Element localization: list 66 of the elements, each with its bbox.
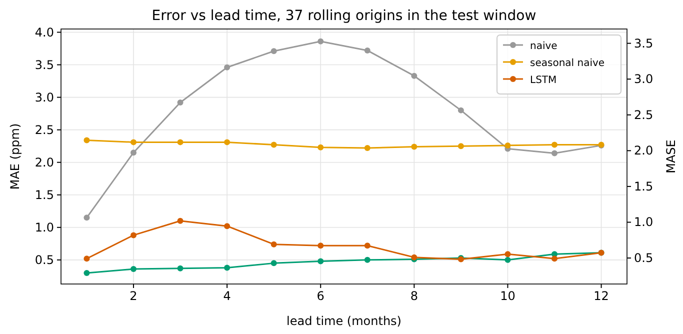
point: [224, 223, 230, 230]
y2-tick-label: 1.0: [634, 215, 654, 230]
point: [270, 260, 277, 266]
point: [364, 145, 370, 152]
point: [551, 150, 558, 156]
point: [270, 241, 277, 248]
y-tick-label: 1.5: [34, 188, 54, 202]
x-tick-label: 4: [223, 289, 231, 303]
y2-tick-label: 0.5: [634, 251, 654, 266]
y-tick-label: 4.0: [34, 25, 54, 40]
y-tick-label: 3.5: [34, 58, 54, 72]
y-tick-label: 0.5: [34, 252, 54, 267]
x-tick-label: 2: [130, 289, 138, 303]
x-axis-title: lead time (months): [286, 314, 402, 328]
point: [318, 38, 324, 44]
point: [130, 232, 137, 238]
point: [270, 142, 277, 148]
point: [504, 142, 511, 148]
point: [177, 139, 184, 146]
y2-tick-label: 2.5: [634, 108, 654, 122]
point: [224, 64, 230, 70]
point: [504, 251, 511, 258]
y2-tick-label: 3.0: [634, 72, 654, 86]
x-tick-label: 10: [500, 289, 516, 303]
x-tick-label: 8: [410, 289, 418, 303]
y-tick-label: 1.0: [34, 220, 54, 234]
y-tick-label: 3.0: [34, 90, 54, 104]
point: [364, 47, 370, 54]
point: [551, 142, 558, 148]
point: [411, 72, 418, 79]
point: [504, 256, 511, 263]
point: [318, 144, 324, 150]
point: [84, 270, 90, 276]
y-axis-title: MAE (ppm): [8, 123, 22, 190]
y2-tick-label: 2.0: [634, 144, 654, 158]
x-tick-label: 6: [316, 289, 324, 303]
point: [458, 107, 464, 114]
point: [270, 48, 277, 54]
point: [130, 150, 137, 156]
point: [177, 100, 184, 106]
y2-tick-label: 3.5: [634, 36, 654, 50]
legend-label: seasonal naive: [530, 58, 605, 69]
point: [130, 266, 137, 272]
point: [318, 258, 324, 264]
y2-axis-title: MASE: [664, 140, 678, 174]
point: [318, 242, 324, 249]
point: [364, 242, 370, 249]
point: [84, 137, 90, 144]
point: [177, 218, 184, 224]
y-tick-label: 2.0: [34, 155, 54, 170]
chart-title: Error vs lead time, 37 rolling origins in the test window: [152, 8, 536, 24]
point: [224, 139, 230, 146]
point: [84, 256, 90, 262]
point: [224, 264, 230, 271]
legend-label: naive: [530, 41, 558, 52]
point: [551, 256, 558, 262]
point: [458, 143, 464, 150]
point: [364, 256, 370, 263]
legend-label: LSTM: [530, 75, 557, 86]
y-tick-label: 2.5: [34, 122, 54, 137]
point: [411, 144, 418, 150]
y2-tick-label: 1.5: [634, 179, 654, 194]
x-tick-label: 12: [594, 289, 609, 303]
point: [177, 265, 184, 272]
point: [130, 139, 137, 146]
point: [84, 214, 90, 221]
